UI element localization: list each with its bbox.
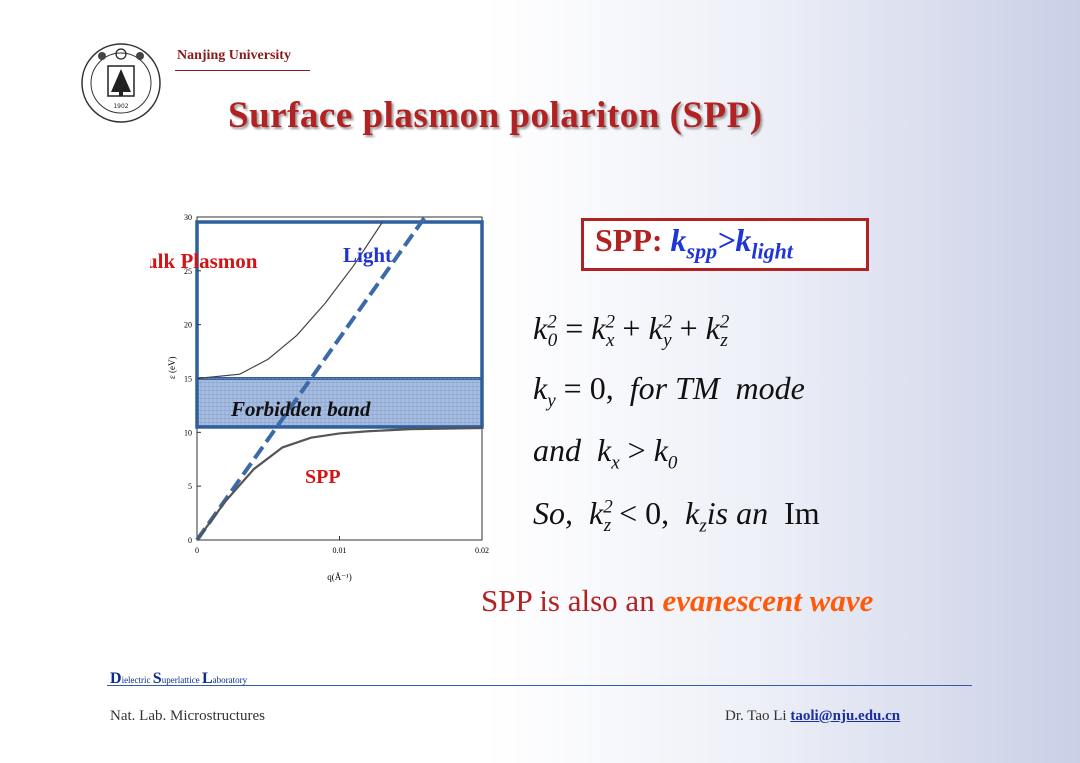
y-tick-label: 15: [184, 375, 192, 384]
spp-curve: [196, 426, 483, 541]
spp-condition-box: [581, 218, 869, 271]
spp-condition-text: SPP: kspp>klight: [595, 222, 793, 264]
x-tick-label: 0.02: [475, 546, 489, 555]
equation-ky: ky = 0, for TM mode: [533, 370, 805, 412]
bulk-plasmon-curve: [196, 222, 383, 380]
bulk-plasmon-label: Bulk Plasmon: [150, 249, 258, 273]
light-label: Light: [343, 243, 392, 267]
svg-text:1902: 1902: [113, 103, 128, 110]
university-seal-logo: 1902: [81, 43, 161, 123]
spp-label: SPP: [305, 466, 341, 488]
equation-k0: k20 = k2x + k2y + k2z: [533, 310, 730, 352]
header-underline: [175, 70, 310, 71]
lab-name: Dielectric Superlattice Laboratory: [110, 670, 248, 687]
author-email-link[interactable]: taoli@nju.edu.cn: [790, 708, 901, 724]
equation-kx: and kx > k0: [533, 432, 678, 474]
slide-title: Surface plasmon polariton (SPP): [228, 95, 763, 136]
dispersion-chart: 0 5 10 15 20 25 30 0 0.01 0.02 q(Å⁻¹) ε (eV) Bulk Pl…: [150, 213, 489, 582]
university-name: Nanjing University: [177, 48, 291, 63]
footer-divider: [107, 685, 972, 686]
footer-author: Dr. Tao Li taoli@nju.edu.cn: [725, 708, 901, 724]
y-tick-label: 20: [184, 321, 192, 330]
y-tick-label: 0: [188, 536, 192, 545]
equation-kz: So, k2z < 0, kzis an Im: [533, 495, 820, 537]
evanescent-statement: SPP is also an evanescent wave: [481, 583, 874, 618]
y-tick-label: 30: [184, 213, 192, 222]
x-axis-label: q(Å⁻¹): [327, 572, 351, 582]
y-tick-label: 5: [188, 482, 192, 491]
light-line: [195, 215, 427, 542]
x-tick-label: 0: [195, 546, 199, 555]
forbidden-band-label: Forbidden band: [230, 397, 371, 421]
y-tick-label: 10: [184, 428, 192, 437]
x-tick-label: 0.01: [333, 546, 347, 555]
y-axis-label: ε (eV): [167, 356, 177, 379]
y-tick-label: 25: [184, 267, 192, 276]
footer-institution: Nat. Lab. Microstructures: [110, 708, 265, 724]
